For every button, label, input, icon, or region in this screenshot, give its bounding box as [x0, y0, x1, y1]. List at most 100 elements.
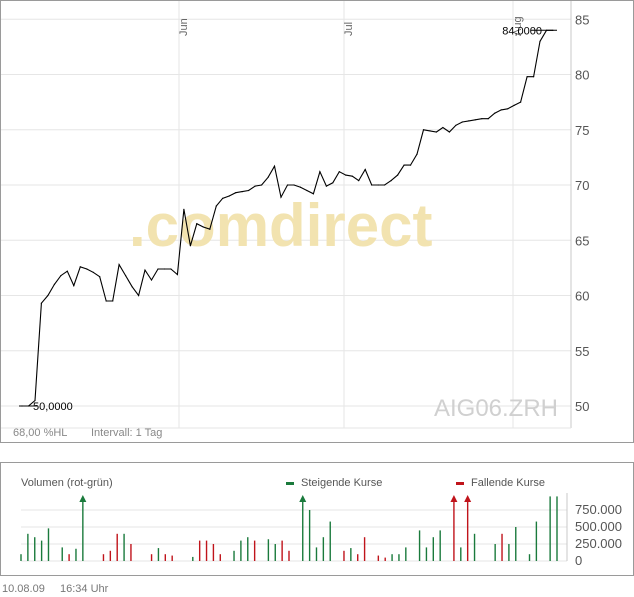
- price-point: [293, 184, 295, 186]
- month-labels: Jun Jul Aug: [178, 16, 524, 36]
- price-point: [487, 118, 489, 120]
- price-point: [358, 180, 360, 182]
- price-point: [228, 195, 230, 197]
- legend-label: Fallende Kurse: [471, 477, 545, 489]
- price-point: [286, 184, 289, 186]
- info-hl-text: 68,00 %HL: [13, 427, 67, 439]
- price-point: [338, 171, 340, 173]
- price-chart-svg: .comdirect AIG06.ZRH Jun Jul Aug 50 55 60 65 7…: [1, 1, 589, 439]
- price-point: [79, 266, 81, 268]
- price-tick-label: 55: [575, 344, 589, 359]
- price-point: [299, 186, 302, 188]
- price-point: [397, 174, 399, 176]
- price-point: [312, 193, 314, 195]
- legend-label: Steigende Kurse: [301, 477, 382, 489]
- price-point: [215, 205, 217, 207]
- price-point: [40, 302, 43, 304]
- price-point: [86, 268, 88, 270]
- price-point: [500, 109, 502, 111]
- symbol-label: AIG06.ZRH: [434, 395, 558, 422]
- price-tick-label: 75: [575, 123, 589, 138]
- price-tick-label: 50: [575, 399, 589, 414]
- price-point: [481, 118, 483, 120]
- price-point: [390, 180, 392, 182]
- month-label: Jul: [343, 22, 355, 36]
- price-point: [176, 273, 178, 276]
- price-point: [403, 164, 405, 166]
- volume-overflow-arrow: [299, 495, 307, 502]
- price-point: [371, 184, 373, 186]
- legend-swatch: [456, 482, 464, 485]
- price-points: [21, 29, 554, 407]
- price-point: [325, 185, 327, 187]
- price-point: [131, 286, 133, 288]
- price-point: [47, 294, 49, 297]
- price-point: [196, 223, 198, 225]
- price-tick-label: 60: [575, 289, 589, 304]
- watermark-text: .comdirect: [129, 192, 432, 259]
- volume-chart-panel: Volumen (rot-grün) Steigende Kurse Fallen…: [0, 462, 634, 576]
- price-point: [280, 196, 282, 198]
- volume-title: Volumen (rot-grün): [21, 477, 113, 489]
- price-grid: [1, 1, 572, 429]
- price-point: [507, 108, 509, 110]
- price-point: [364, 168, 366, 171]
- price-point: [474, 119, 476, 121]
- price-point: [241, 191, 243, 193]
- price-point: [189, 245, 191, 247]
- price-point: [377, 184, 379, 186]
- volume-overflow-arrow: [464, 495, 472, 502]
- price-point: [409, 164, 412, 166]
- price-point: [92, 271, 94, 273]
- price-point: [170, 268, 172, 270]
- price-point: [332, 182, 334, 184]
- price-point: [520, 101, 522, 103]
- volume-tick-label: 0: [575, 553, 582, 568]
- price-point: [66, 270, 68, 272]
- price-point: [461, 121, 463, 123]
- month-label: Aug: [512, 16, 524, 36]
- price-point: [183, 208, 185, 210]
- price-point: [267, 176, 269, 178]
- volume-legend: Steigende Kurse Fallende Kurse: [286, 477, 545, 489]
- end-value-label: 84,0000: [502, 25, 542, 37]
- price-point: [202, 226, 204, 228]
- price-point: [429, 130, 431, 132]
- price-point: [384, 184, 386, 186]
- price-point: [442, 126, 444, 129]
- month-label: Jun: [178, 18, 190, 36]
- price-point: [254, 185, 256, 187]
- price-point: [455, 124, 457, 126]
- volume-axis: 750.000 500.000 250.000 0: [575, 502, 622, 568]
- price-axis: 50 55 60 65 70 75 80 85: [575, 12, 589, 414]
- chart-time: 16:34 Uhr: [60, 583, 109, 595]
- price-tick-label: 85: [575, 12, 589, 27]
- price-point: [105, 300, 107, 302]
- price-point: [513, 104, 515, 106]
- price-point: [448, 131, 450, 133]
- price-tick-label: 70: [575, 178, 589, 193]
- price-point: [319, 171, 321, 173]
- price-point: [306, 189, 308, 192]
- price-point: [53, 283, 56, 285]
- price-point: [248, 189, 250, 192]
- price-point: [235, 192, 237, 194]
- price-point: [416, 153, 418, 155]
- price-point: [222, 197, 224, 199]
- price-point: [261, 184, 263, 186]
- price-point: [138, 294, 140, 297]
- price-point: [99, 276, 101, 278]
- price-point: [345, 174, 347, 176]
- price-point: [435, 131, 437, 133]
- price-chart-panel: .comdirect AIG06.ZRH Jun Jul Aug 50 55 60 65 7…: [0, 0, 634, 443]
- price-point: [209, 228, 211, 230]
- volume-bars: [20, 495, 558, 561]
- price-point: [34, 399, 36, 402]
- price-point: [60, 275, 62, 277]
- price-point: [494, 112, 496, 114]
- price-point: [118, 264, 120, 266]
- volume-chart-svg: Volumen (rot-grün) Steigende Kurse Fallen…: [20, 477, 622, 568]
- price-point: [422, 129, 425, 131]
- price-point: [539, 40, 541, 42]
- price-point: [73, 285, 75, 287]
